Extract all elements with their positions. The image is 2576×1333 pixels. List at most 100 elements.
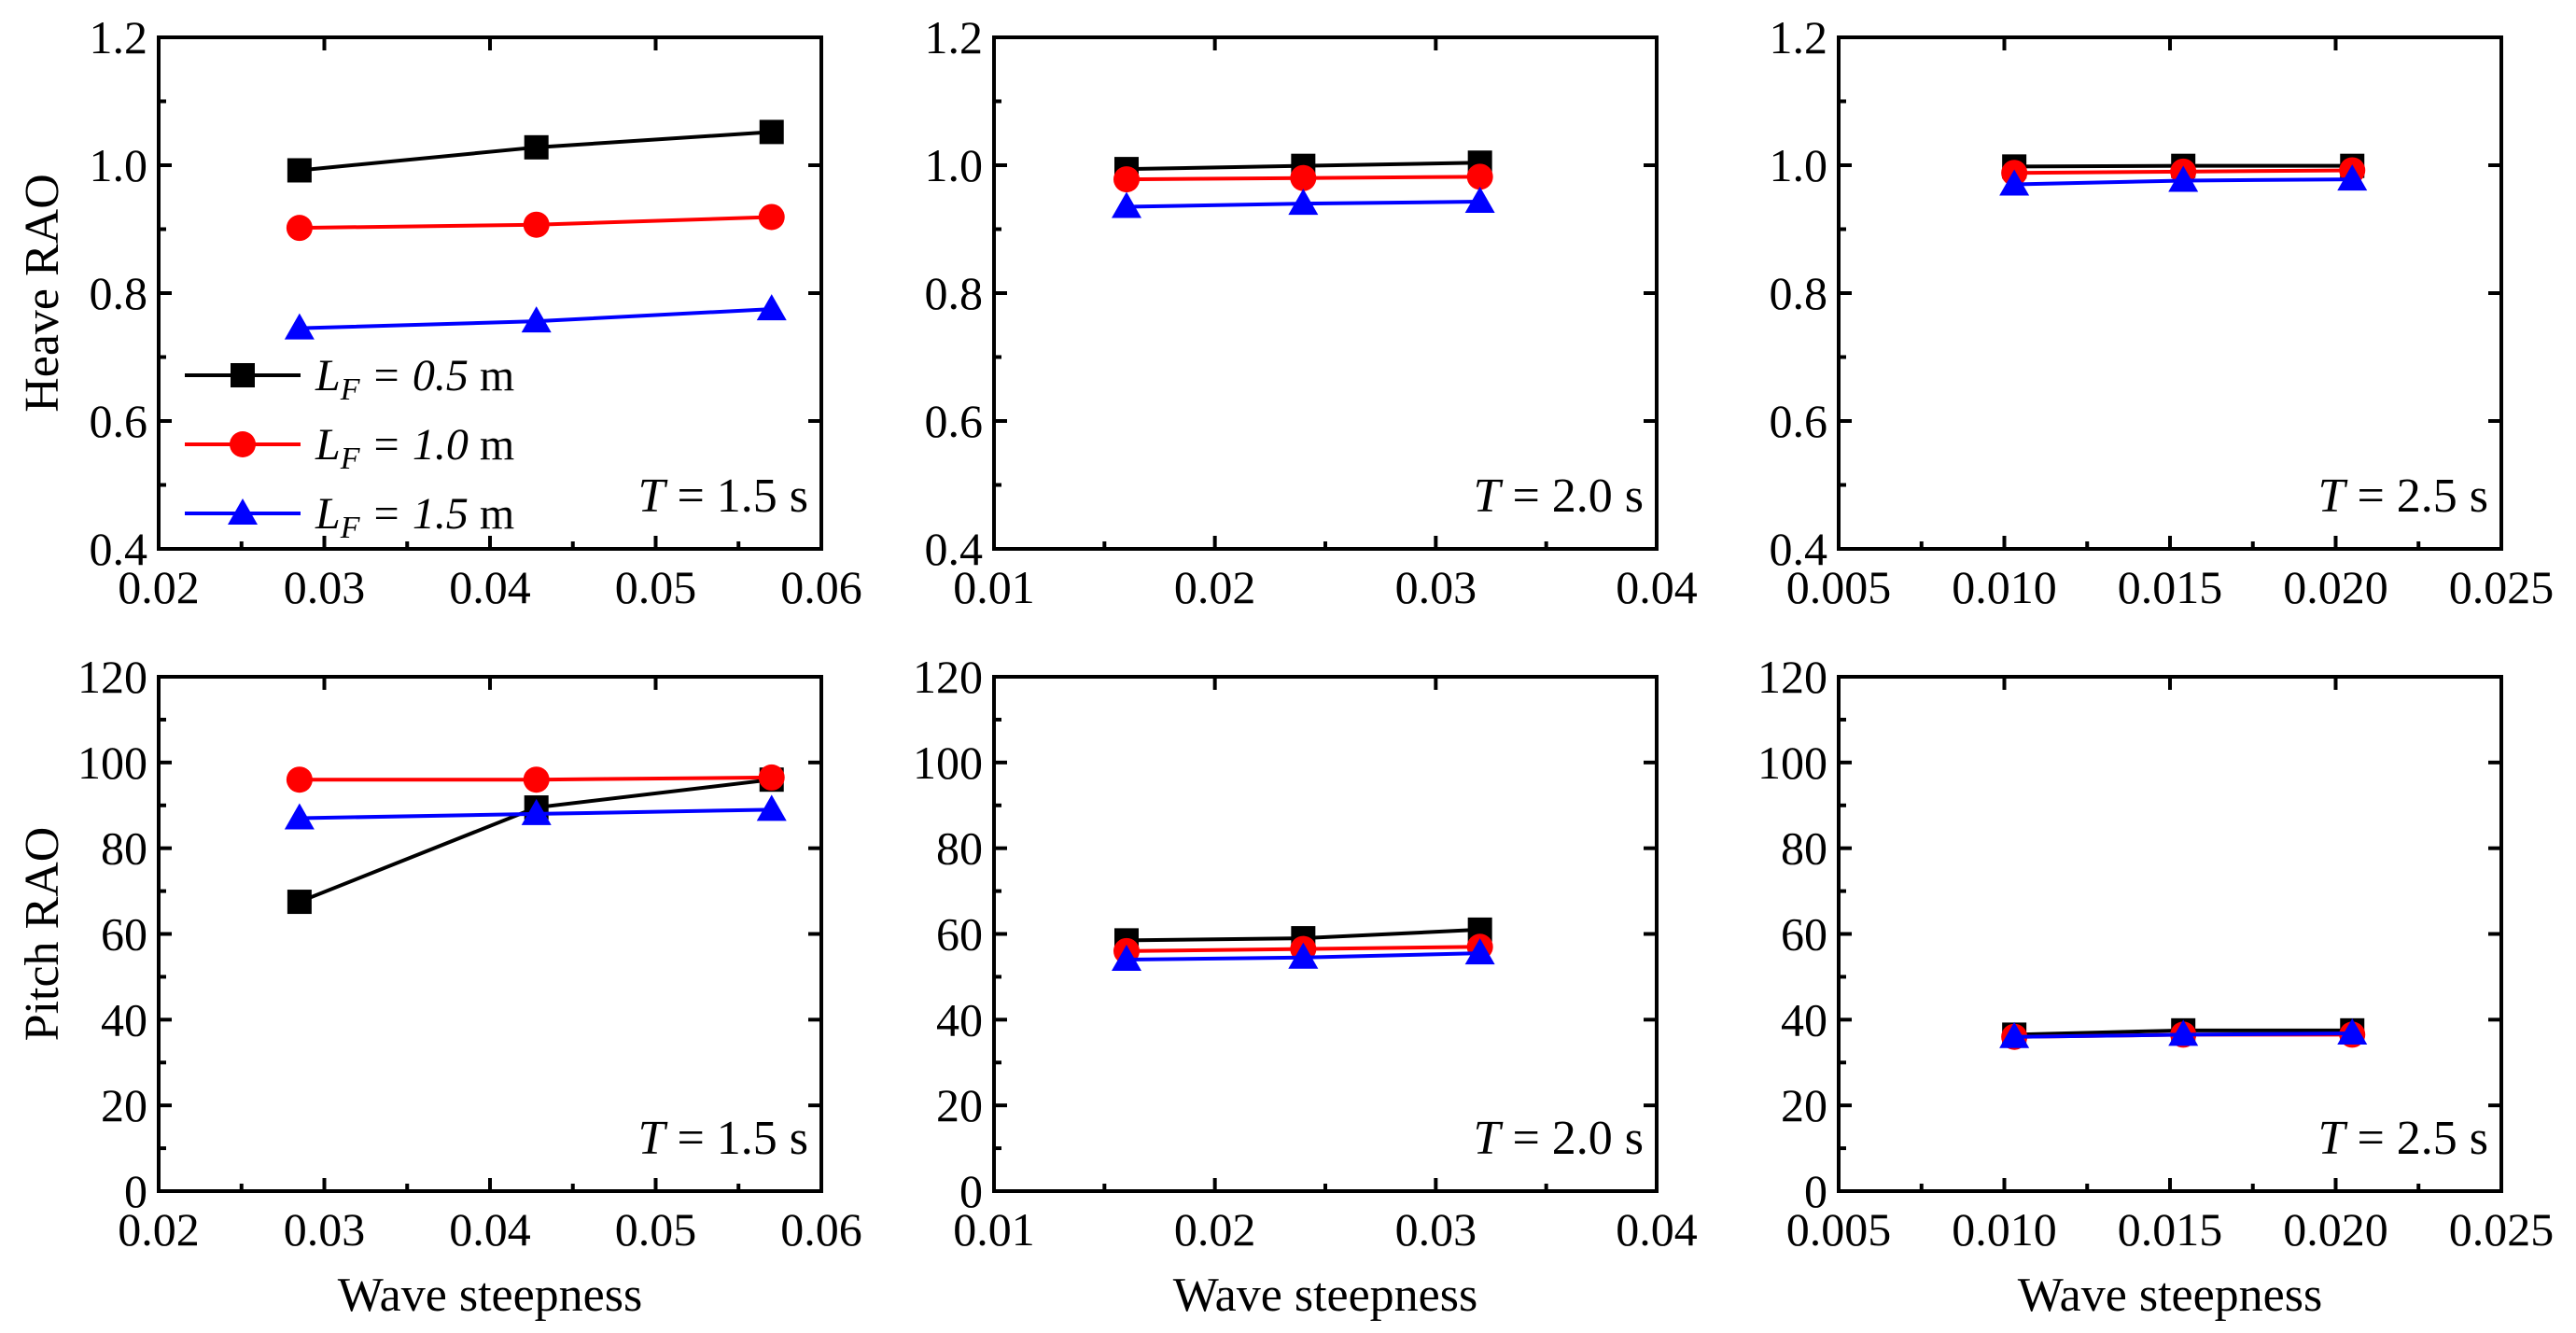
- legend-marker: [228, 498, 258, 525]
- y-tick-label: 40: [1781, 993, 1827, 1045]
- x-tick-label: 0.06: [780, 1203, 862, 1256]
- data-point: [287, 890, 312, 915]
- series-red: [286, 764, 785, 793]
- period-annotation: T = 2.5 s: [2318, 470, 2488, 523]
- panel-4: 0.02 0.03 0.04 0.05 0.06 0 20 40 60 80 100 120 T = 1…: [16, 651, 862, 1322]
- legend-label: LF = 0.5 m: [315, 351, 514, 407]
- legend-entry: LF = 0.5 m: [185, 351, 514, 407]
- x-tick-label: 0.06: [780, 561, 862, 613]
- y-tick-label: 80: [1781, 822, 1827, 875]
- y-tick-label: 1.2: [1770, 11, 1828, 63]
- x-tick-label: 0.025: [2449, 561, 2555, 613]
- x-axis-title: Wave steepness: [1173, 1269, 1477, 1322]
- data-point: [287, 158, 312, 183]
- period-annotation: T = 1.5 s: [638, 1112, 808, 1165]
- data-point: [521, 798, 552, 825]
- y-tick-label: 0.8: [1770, 267, 1828, 319]
- data-point: [286, 215, 313, 242]
- y-tick-label: 80: [101, 822, 147, 875]
- y-tick-label: 100: [913, 737, 983, 789]
- x-tick-label: 0.05: [615, 561, 697, 613]
- y-tick-label: 60: [936, 908, 983, 961]
- y-tick-label: 20: [936, 1079, 983, 1131]
- y-tick-label: 1.0: [1770, 139, 1828, 191]
- data-point: [2337, 164, 2368, 191]
- data-point: [1288, 942, 1319, 969]
- panel-6: 0.005 0.010 0.015 0.020 0.025 0 20 40 60 80 100 120…: [1757, 651, 2554, 1322]
- data-point: [1999, 169, 2030, 196]
- data-point: [286, 766, 313, 793]
- legend-entry: LF = 1.5 m: [185, 489, 514, 545]
- y-tick-label: 0: [959, 1165, 983, 1217]
- x-tick-label: 0.03: [284, 561, 366, 613]
- data-point: [523, 766, 550, 793]
- data-point: [2168, 1019, 2199, 1046]
- y-tick-label: 1.2: [925, 11, 984, 63]
- y-tick-label: 0.8: [90, 267, 148, 319]
- data-point: [1290, 164, 1317, 191]
- y-tick-label: 0.6: [1770, 395, 1828, 447]
- data-point: [756, 294, 787, 321]
- y-tick-label: 1.0: [90, 139, 148, 191]
- y-tick-label: 0.4: [925, 523, 984, 575]
- y-tick-label: 1.2: [90, 11, 148, 63]
- period-annotation: T = 1.5 s: [638, 470, 808, 523]
- legend-marker: [230, 431, 256, 457]
- y-tick-label: 40: [101, 993, 147, 1045]
- data-point: [1288, 189, 1319, 216]
- data-point: [524, 134, 549, 160]
- legend-label: LF = 1.0 m: [315, 420, 514, 476]
- x-tick-label: 0.010: [1952, 1203, 2057, 1256]
- series-red: [286, 203, 785, 242]
- x-tick-label: 0.01: [953, 1203, 1035, 1256]
- data-point: [759, 119, 784, 145]
- x-tick-label: 0.04: [449, 561, 531, 613]
- legend: LF = 0.5 m LF = 1.0 m LF = 1.5 m: [185, 351, 514, 545]
- legend-marker: [231, 363, 255, 387]
- x-tick-label: 0.04: [1616, 561, 1698, 613]
- x-tick-label: 0.03: [1395, 561, 1477, 613]
- panel-1: 0.02 0.03 0.04 0.05 0.06 0.4 0.6 0.8 1.0 1.2 T = 1…: [16, 11, 862, 613]
- y-tick-label: 40: [936, 993, 983, 1045]
- data-point: [1464, 187, 1495, 214]
- data-point: [521, 306, 552, 333]
- legend-entry: LF = 1.0 m: [185, 420, 514, 476]
- x-tick-label: 0.010: [1952, 561, 2057, 613]
- y-axis-title: Heave RAO: [16, 174, 69, 413]
- data-point: [1999, 1021, 2030, 1048]
- y-tick-label: 0.4: [90, 523, 148, 575]
- x-tick-label: 0.020: [2283, 1203, 2388, 1256]
- x-tick-label: 0.04: [1616, 1203, 1698, 1256]
- x-tick-label: 0.04: [449, 1203, 531, 1256]
- data-point: [1112, 191, 1141, 218]
- series-black: [287, 119, 784, 183]
- series-blue: [284, 294, 787, 340]
- legend-label: LF = 1.5 m: [315, 489, 514, 545]
- y-tick-label: 0.4: [1770, 523, 1828, 575]
- y-tick-label: 0.6: [90, 395, 148, 447]
- y-tick-label: 0: [124, 1165, 147, 1217]
- series-blue: [1999, 1018, 2368, 1048]
- y-tick-label: 20: [101, 1079, 147, 1131]
- x-tick-label: 0.01: [953, 561, 1035, 613]
- x-tick-label: 0.02: [1174, 1203, 1256, 1256]
- data-point: [523, 211, 550, 238]
- x-tick-label: 0.015: [2118, 1203, 2223, 1256]
- data-point: [284, 313, 315, 340]
- x-tick-label: 0.025: [2449, 1203, 2555, 1256]
- data-point: [2337, 1018, 2368, 1045]
- y-tick-label: 0.8: [925, 267, 984, 319]
- x-tick-label: 0.03: [1395, 1203, 1477, 1256]
- series-red: [1113, 163, 1493, 193]
- data-point: [1466, 163, 1493, 190]
- series-blue: [1112, 938, 1495, 972]
- panel-5: 0.01 0.02 0.03 0.04 0 20 40 60 80 100 120 T = 2.0 s…: [913, 651, 1698, 1322]
- y-tick-label: 20: [1781, 1079, 1827, 1131]
- y-tick-label: 120: [1757, 651, 1827, 703]
- period-annotation: T = 2.5 s: [2318, 1112, 2488, 1165]
- period-annotation: T = 2.0 s: [1474, 470, 1644, 523]
- x-tick-label: 0.005: [1786, 1203, 1892, 1256]
- x-tick-label: 0.015: [2118, 561, 2223, 613]
- x-axis-title: Wave steepness: [338, 1269, 642, 1322]
